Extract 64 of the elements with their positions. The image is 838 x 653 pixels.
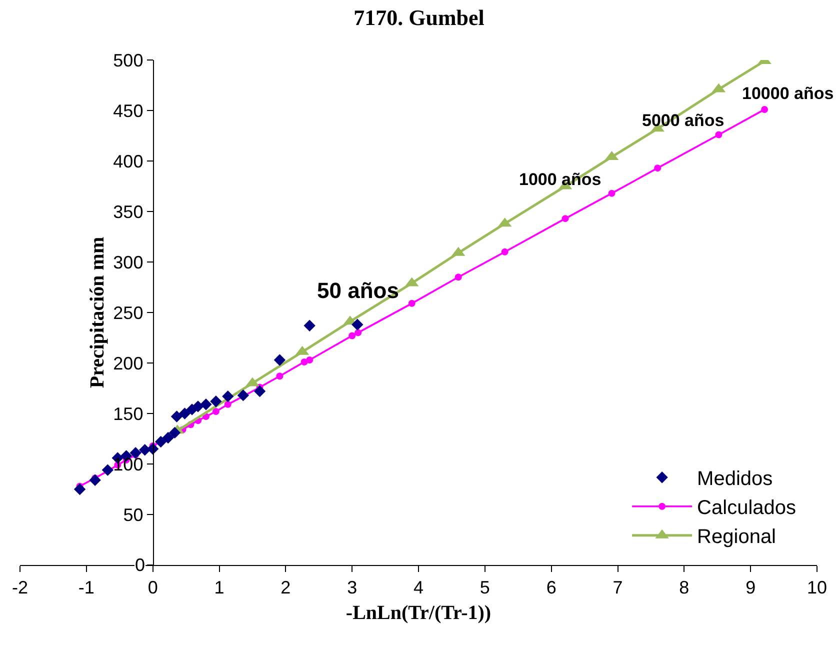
y-tick-label: 300 <box>113 252 144 272</box>
point <box>654 164 662 172</box>
point <box>212 408 220 415</box>
point <box>192 400 204 412</box>
legend-label: Medidos <box>697 468 773 490</box>
point <box>254 385 266 398</box>
point <box>237 389 250 402</box>
point <box>200 398 212 410</box>
point <box>210 396 222 408</box>
x-axis-title: -LnLn(Tr/(Tr-1)) <box>346 602 492 624</box>
point <box>154 436 167 448</box>
y-axis-title: Precipitación mm <box>86 236 109 388</box>
x-tick-label: 2 <box>280 578 291 598</box>
point <box>222 390 234 402</box>
x-tick-label: 8 <box>679 578 690 598</box>
point <box>761 106 768 113</box>
y-tick-label: 500 <box>113 50 144 70</box>
point <box>224 400 232 408</box>
point <box>304 320 316 332</box>
legend-label: Regional <box>697 526 776 548</box>
chart-title: 7170. Gumbel <box>354 5 484 30</box>
y-tick-label: 400 <box>113 151 144 172</box>
point <box>274 354 286 366</box>
annotation: 10000 años <box>742 84 834 103</box>
point <box>562 215 569 222</box>
x-tick-label: 10 <box>806 578 828 598</box>
x-tick-label: 0 <box>148 578 158 598</box>
point <box>89 474 101 486</box>
x-tick-label: -2 <box>12 578 28 598</box>
point <box>178 408 191 420</box>
legend-label: Calculados <box>697 497 796 520</box>
x-tick-label: 7 <box>612 578 623 598</box>
point <box>348 332 356 340</box>
point <box>168 426 181 439</box>
point <box>306 356 314 364</box>
point <box>74 483 86 496</box>
point <box>102 464 114 476</box>
y-tick-label: 100 <box>113 454 144 474</box>
x-tick-label: 4 <box>413 578 424 598</box>
point <box>408 300 416 307</box>
x-tick-label: -1 <box>78 578 94 598</box>
point <box>162 432 174 444</box>
point <box>354 329 362 336</box>
y-tick-label: 50 <box>123 504 144 525</box>
point <box>715 131 722 138</box>
x-tick-label: 6 <box>546 578 556 598</box>
x-tick-label: 3 <box>347 578 358 598</box>
y-tick-label: 0 <box>135 555 146 575</box>
y-tick-label: 200 <box>113 353 144 374</box>
y-tick-label: 450 <box>113 100 144 121</box>
y-tick-label: 350 <box>113 202 144 222</box>
point <box>139 444 151 456</box>
point <box>352 318 364 330</box>
y-tick-label: 150 <box>113 404 144 424</box>
x-tick-label: 1 <box>214 578 224 598</box>
point <box>170 410 183 422</box>
point <box>276 372 284 380</box>
x-tick-label: 9 <box>746 578 756 598</box>
x-tick-label: 5 <box>480 578 490 598</box>
point <box>501 248 508 256</box>
point <box>454 274 462 281</box>
point <box>608 190 616 197</box>
y-tick-label: 250 <box>113 302 144 323</box>
annotation: 50 años <box>317 278 399 303</box>
